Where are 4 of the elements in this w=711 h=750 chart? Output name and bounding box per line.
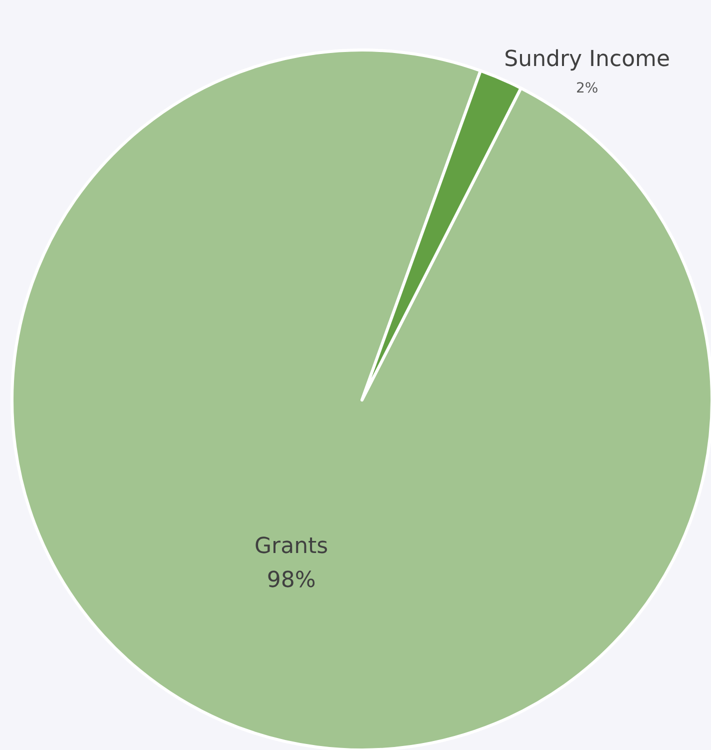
slice-label: Grants xyxy=(254,534,328,559)
data-label: 2% xyxy=(576,80,598,96)
slice-label: Sundry Income xyxy=(504,46,670,72)
data-label: 98% xyxy=(266,568,316,593)
